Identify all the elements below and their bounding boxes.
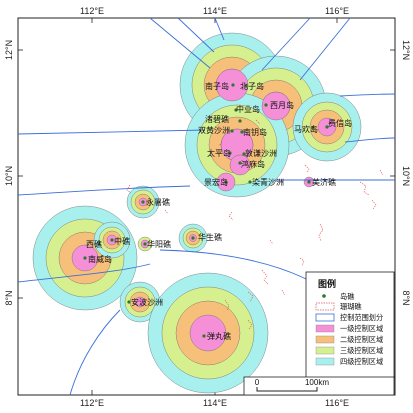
place-nanzi: 南子岛 [205,81,229,91]
place-taiping: 太平岛 [207,148,231,158]
lon-label-bottom-114: 114°E [203,398,227,408]
legend-label-level2: 二级控制区域 [340,335,383,344]
control-zones [32,32,362,394]
scale-label-end: 100km [305,378,329,387]
lat-label-left-12: 12°N [4,40,14,60]
lon-label-top-112: 112°E [80,6,104,16]
lon-label-bottom-112: 112°E [80,398,104,408]
place-feixin: 费信岛 [328,118,352,128]
legend-level3-icon [315,346,335,355]
place-danwan: 弹丸礁 [207,331,231,341]
place-yongshu: 永暑礁 [146,197,170,207]
place-meiji: 美济礁 [312,177,336,187]
place-zhubi: 渚碧礁 [205,114,229,124]
island-markers [83,83,329,338]
legend-label-level4: 四级控制区域 [340,357,383,366]
place-xiyue: 西月岛 [270,100,294,110]
legend-division-icon [315,313,335,322]
legend-label-level3: 三级控制区域 [340,346,383,355]
place-labels: 南子岛 北子岛 中业岛 西月岛 渚碧礁 双黄沙洲 南钥岛 马欢岛 费信岛 太平岛… [86,81,352,341]
lon-label-top-116: 116°E [325,6,349,16]
place-mahuan: 马欢岛 [294,124,318,134]
lat-label-left-10: 10°N [4,166,14,186]
place-shuanghuang: 双黄沙洲 [198,125,230,135]
lon-label-top-114: 114°E [203,6,227,16]
legend-title: 图例 [318,278,336,290]
legend-label-island: 岛礁 [340,292,354,301]
lat-label-right-12: 12°N [401,40,411,60]
place-huayang: 华阳礁 [147,239,171,249]
place-anbo: 安波沙洲 [131,297,163,307]
legend-label-reef: 珊瑚礁 [340,302,362,311]
legend-reef-icon [315,302,335,311]
scale-bar: 0 100km [243,376,395,396]
place-zhongjiao: 中礁 [114,236,130,246]
zone-danwan [147,272,269,394]
legend-label-division: 控制范围划分 [340,313,383,322]
place-zhongye: 中业岛 [236,104,260,114]
legend-island-icon [322,294,326,298]
scale-bar-line [256,387,318,392]
legend: 图例 岛礁 珊瑚礁 控制范围划分 一级控制区域 二级控制区域 三级控制区域 四级… [305,271,395,379]
legend-level2-icon [315,335,335,344]
lon-label-bottom-116: 116°E [325,398,349,408]
place-dunqian: 敦谦沙洲 [245,148,277,158]
place-beizi: 北子岛 [240,81,264,91]
lat-label-right-10: 10°N [401,166,411,186]
legend-level1-icon [315,324,335,333]
place-ranqing: 染青沙洲 [252,177,284,187]
legend-label-level1: 一级控制区域 [340,324,383,333]
place-hongxiu: 鸿庥岛 [241,159,265,169]
lat-label-left-8: 8°N [4,290,14,305]
lat-label-right-8: 8°N [401,290,411,305]
place-huasheng: 华生礁 [198,232,222,242]
scale-label-start: 0 [255,378,260,387]
zone-anbo [119,281,161,323]
legend-level4-icon [315,357,335,366]
place-nanyao: 南钥岛 [243,127,267,137]
control-division-lines [17,17,396,396]
place-jinghong: 景宏岛 [204,177,228,187]
place-nanwei: 南威岛 [88,254,112,264]
place-xijiao: 西礁 [86,239,102,249]
